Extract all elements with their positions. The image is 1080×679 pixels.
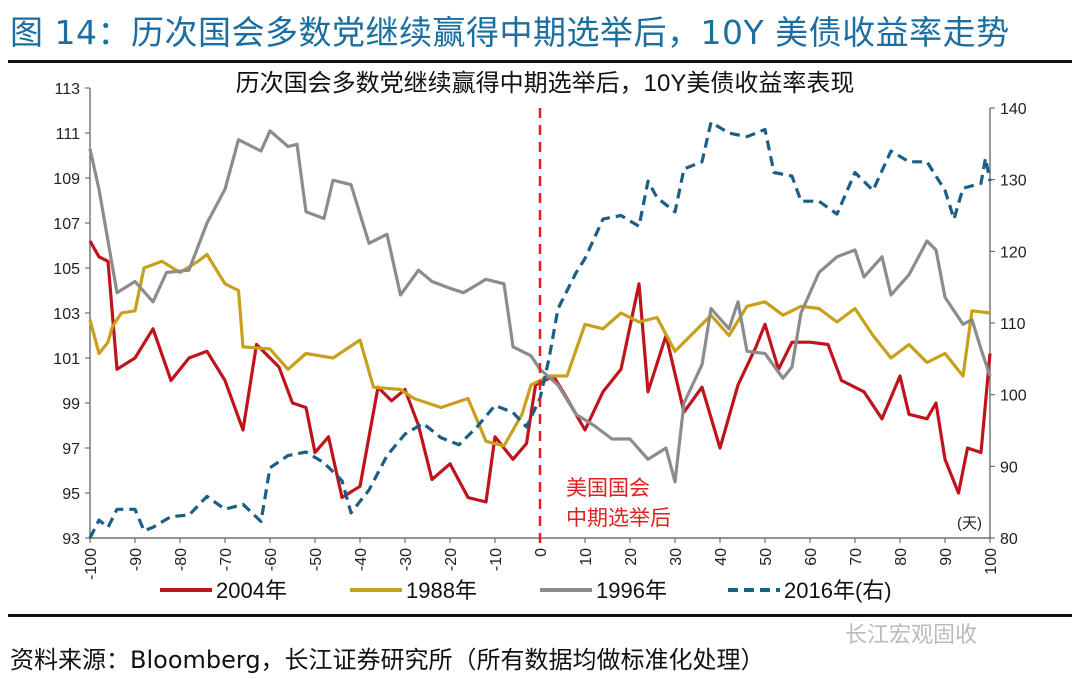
figure-title: 图 14：历次国会多数党继续赢得中期选举后，10Y 美债收益率走势 (10, 13, 1010, 52)
bottom-divider (8, 614, 1072, 617)
y-tick-label-right: 110 (1000, 316, 1026, 333)
chart-title: 历次国会多数党继续赢得中期选举后，10Y美债收益率表现 (236, 70, 855, 97)
x-tick-label: -10 (488, 548, 505, 571)
series-line-1996年 (88, 129, 992, 484)
x-tick-label: 10 (578, 548, 595, 566)
y-tick-label-left: 95 (62, 486, 80, 503)
y-tick-label-right: 90 (1000, 459, 1018, 476)
x-tick-label: 20 (623, 548, 640, 566)
legend-label: 2016年(右) (784, 578, 892, 603)
y-tick-label-left: 111 (56, 126, 80, 143)
y-tick-label-right: 80 (1000, 531, 1018, 548)
y-tick-label-left: 109 (53, 171, 80, 188)
x-tick-label: 60 (803, 548, 820, 566)
y-tick-label-left: 103 (53, 306, 80, 323)
x-tick-label: 0 (533, 548, 550, 557)
legend-label: 2004年 (216, 578, 287, 603)
x-tick-label: 50 (758, 548, 775, 566)
series-line-2016年(右) (88, 120, 992, 539)
x-tick-label: -20 (443, 548, 460, 571)
election-annotation: 中期选举后 (566, 507, 671, 530)
y-tick-label-right: 140 (1000, 101, 1027, 118)
series-line-2004年 (88, 240, 992, 504)
y-tick-label-left: 107 (53, 216, 80, 233)
y-tick-label-right: 100 (1000, 388, 1027, 405)
x-tick-label: 40 (713, 548, 730, 566)
y-tick-label-right: 130 (1000, 173, 1027, 190)
x-tick-label: -30 (398, 548, 415, 571)
x-tick-label: -80 (173, 548, 190, 571)
election-annotation: 美国国会 (566, 477, 650, 500)
line-chart: 历次国会多数党继续赢得中期选举后，10Y美债收益率表现 939597991011… (53, 70, 1027, 603)
x-tick-label: -100 (83, 548, 100, 580)
x-tick-label: -40 (353, 548, 370, 571)
x-tick-label: -60 (263, 548, 280, 571)
x-tick-label: -70 (218, 548, 235, 571)
x-tick-label: 80 (893, 548, 910, 566)
series-line-1988年 (88, 252, 991, 448)
legend-label: 1988年 (406, 578, 477, 603)
y-tick-label-left: 101 (53, 351, 80, 368)
top-divider (8, 60, 1072, 63)
x-axis-unit-label: (天) (957, 515, 982, 532)
x-tick-label: 30 (668, 548, 685, 566)
x-tick-label: 70 (848, 548, 865, 566)
y-tick-label-left: 113 (54, 81, 80, 98)
y-tick-label-left: 93 (62, 531, 80, 548)
y-tick-label-left: 97 (62, 441, 80, 458)
legend-label: 1996年 (596, 578, 667, 603)
y-tick-label-left: 99 (62, 396, 80, 413)
x-tick-label: 90 (938, 548, 955, 566)
x-tick-label: -90 (128, 548, 145, 571)
x-tick-label: 100 (983, 548, 1000, 575)
x-tick-label: -50 (308, 548, 325, 571)
y-tick-label-left: 105 (53, 261, 80, 278)
watermark: 长江宏观固收 (845, 623, 978, 648)
source-note: 资料来源：Bloomberg，长江证券研究所（所有数据均做标准化处理） (10, 646, 765, 674)
y-tick-label-right: 120 (1000, 244, 1027, 261)
